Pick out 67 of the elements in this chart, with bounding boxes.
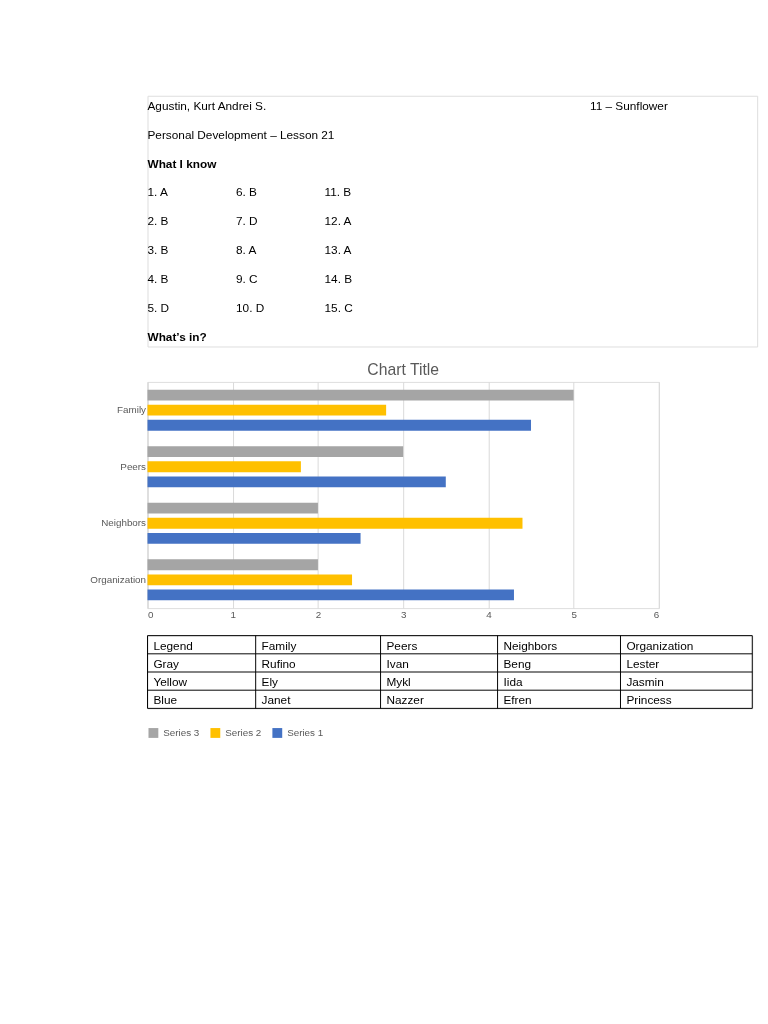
text: 15. C (324, 301, 354, 316)
bar (147, 419, 532, 431)
text: 10. D (236, 301, 265, 316)
text: Ivan (386, 656, 409, 671)
text: Family (261, 638, 297, 653)
text: 1. A (147, 185, 168, 200)
text: What’s in? (147, 329, 207, 344)
text: Iida (503, 675, 523, 690)
text: 13. A (324, 243, 352, 258)
text: Lester (626, 656, 660, 671)
text: 14. B (324, 272, 353, 287)
bar (147, 574, 353, 586)
text: 6. B (236, 185, 258, 200)
text: 12. A (324, 214, 352, 229)
legend-label: Series 3 (163, 726, 200, 738)
x-tick-label: 3 (400, 609, 407, 621)
bar (147, 502, 318, 514)
text: Legend (153, 638, 193, 653)
bar (147, 517, 523, 529)
legend-label: Series 2 (225, 726, 262, 738)
x-tick-label: 2 (315, 609, 322, 621)
text: 8. A (236, 243, 257, 258)
bar (147, 389, 574, 401)
text: Efren (503, 693, 532, 708)
text: Jasmin (626, 675, 664, 690)
text: 11 – Sunflower (590, 98, 668, 113)
bar (147, 532, 361, 544)
text: Ely (261, 675, 279, 690)
text: Blue (153, 693, 178, 708)
legend-label: Series 1 (287, 726, 324, 738)
text: Neighbors (503, 638, 558, 653)
bar (147, 476, 446, 488)
text: Gray (153, 656, 180, 671)
bar (147, 461, 301, 473)
text: Janet (261, 693, 292, 708)
text: What I know (147, 156, 218, 171)
text: 3. B (147, 243, 169, 258)
y-tick-label: Peers (120, 460, 147, 472)
x-tick-label: 6 (653, 609, 660, 621)
text: 7. D (236, 214, 258, 229)
y-tick-label: Family (117, 404, 147, 416)
bar (147, 559, 318, 571)
x-tick-label: 0 (147, 609, 154, 621)
bar (147, 589, 514, 601)
text: 4. B (147, 272, 169, 287)
text: Organization (626, 638, 694, 653)
bar (147, 404, 387, 416)
text: Nazzer (386, 693, 424, 708)
text: Mykl (386, 675, 411, 690)
text: 11. B (324, 185, 352, 200)
text: Peers (386, 638, 418, 653)
bar (147, 446, 404, 458)
x-tick-label: 4 (486, 609, 493, 621)
text: Beng (503, 656, 532, 671)
x-tick-label: 5 (571, 609, 578, 621)
text: 5. D (147, 301, 170, 316)
text: Rufino (261, 656, 297, 671)
text: Agustin, Kurt Andrei S. (147, 98, 267, 113)
y-tick-label: Organization (90, 573, 147, 585)
text: 9. C (236, 272, 259, 287)
y-tick-label: Neighbors (101, 517, 147, 529)
text: Princess (626, 693, 672, 708)
text: Yellow (153, 675, 188, 690)
x-tick-label: 1 (230, 609, 236, 621)
chart-title: Chart Title (367, 361, 440, 379)
text: Personal Development – Lesson 21 (147, 128, 335, 143)
text: 2. B (147, 214, 169, 229)
